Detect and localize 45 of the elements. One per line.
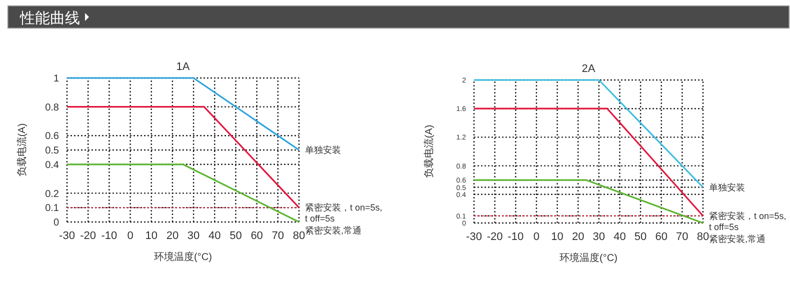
y-axis-title: 负载电流(A): [16, 123, 28, 177]
y-axis-title: 负载电流(A): [423, 124, 435, 178]
x-tick-label: 80: [696, 231, 710, 243]
y-tick-label: 0.8: [45, 102, 60, 114]
series-label: 单独安装: [305, 145, 341, 155]
x-tick-label: -10: [101, 230, 118, 242]
y-tick-label: 0.4: [45, 160, 60, 171]
x-axis-title: 环境温度(°C): [560, 252, 618, 264]
x-tick-label: 30: [592, 231, 606, 243]
series-label: 紧密安装,常通: [709, 234, 766, 244]
y-tick-label: 0: [53, 218, 60, 229]
x-tick-label: 40: [614, 231, 626, 243]
x-tick-label: 60: [250, 230, 263, 242]
y-tick-label: 0.2: [45, 188, 60, 200]
x-tick-label: 10: [551, 231, 564, 243]
x-tick-label: 0: [533, 231, 540, 243]
x-tick-label: 40: [208, 230, 221, 242]
x-tick-label: 70: [676, 231, 688, 243]
series-label: 紧密安装,常通: [305, 226, 362, 236]
series-label: 紧密安装，t on=5s, t off=5s: [305, 202, 382, 224]
x-tick-label: 20: [572, 231, 584, 243]
x-tick-label: 60: [655, 231, 668, 243]
x-tick-label: -30: [466, 231, 482, 243]
chart-title: 1A: [176, 61, 190, 73]
series-label: 紧密安装，t on=5s, t off=5s: [709, 210, 786, 232]
x-tick-label: 30: [187, 230, 200, 242]
series-label: 单独安装: [709, 182, 745, 192]
chart-title: 2A: [582, 63, 596, 75]
text: 性能曲线: [19, 10, 80, 27]
y-tick-label: 0.6: [45, 131, 60, 142]
y-tick-label: 0.5: [45, 146, 60, 157]
y-tick-label: 1: [53, 74, 60, 85]
x-tick-label: 80: [292, 230, 306, 242]
x-tick-label: 50: [230, 230, 242, 242]
x-tick-label: 70: [272, 230, 284, 242]
y-tick-label: 0.1: [45, 203, 60, 214]
x-tick-label: 50: [634, 231, 647, 243]
x-tick-label: 10: [145, 230, 158, 242]
x-axis-title: 环境温度(°C): [154, 251, 212, 263]
x-tick-label: -10: [508, 231, 524, 243]
x-tick-label: -20: [80, 230, 96, 242]
x-tick-label: -20: [486, 231, 503, 243]
x-tick-label: 0: [127, 230, 134, 242]
x-tick-label: 20: [166, 230, 179, 242]
x-tick-label: -30: [59, 230, 75, 242]
